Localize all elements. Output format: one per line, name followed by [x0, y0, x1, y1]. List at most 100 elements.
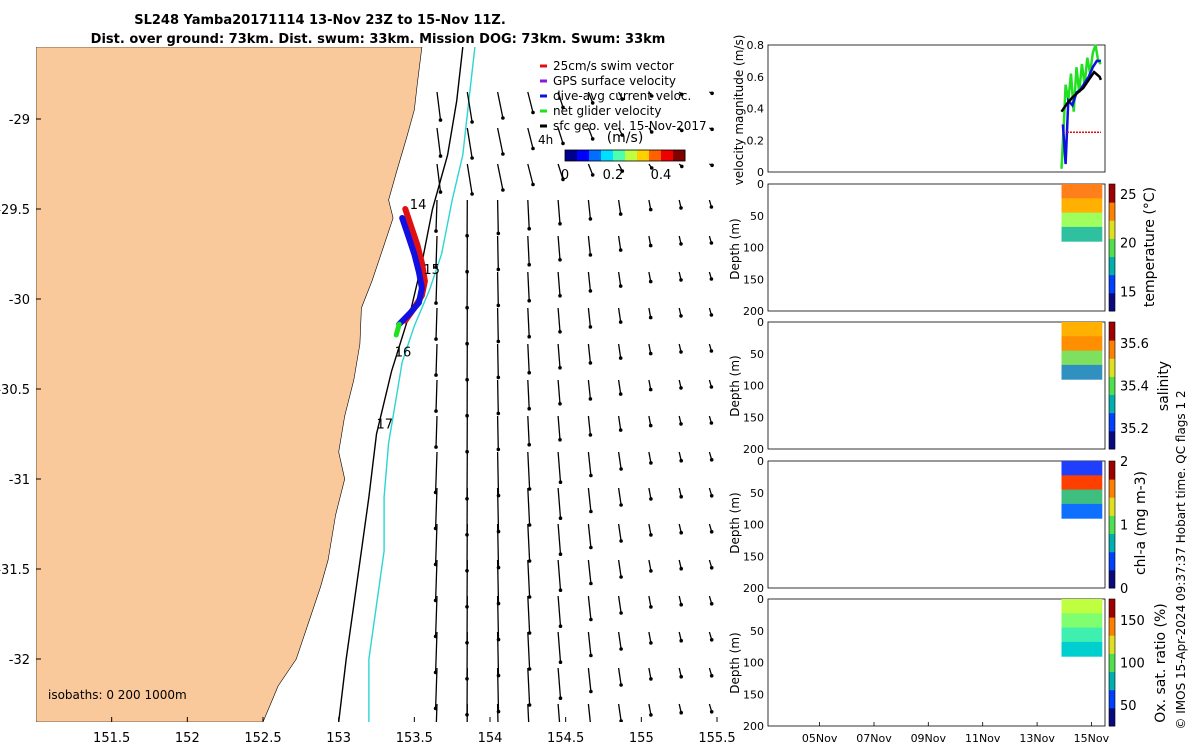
velocity-arrow-head [619, 539, 623, 543]
velocity-arrow-head [589, 546, 593, 550]
panel-y-tick-label: 100 [743, 242, 764, 255]
velocity-arrow [498, 344, 499, 377]
velocity-arrow-head [470, 192, 474, 196]
velocity-arrow-head [679, 422, 683, 426]
panel-y-tick-label: 150 [743, 550, 764, 563]
panel-colorbar-segment [1109, 497, 1115, 516]
velocity-arrow-head [589, 361, 593, 365]
velocity-arrow-head [527, 263, 531, 267]
velocity-arrow-head [589, 325, 593, 329]
velocity-arrow-head [589, 582, 593, 586]
velocity-arrow-head [619, 284, 623, 288]
panel-colorbar-tick-label: 35.2 [1120, 422, 1149, 437]
date-tick-label: 15Nov [1074, 732, 1110, 745]
velocity-arrow-head [679, 567, 683, 571]
velocity-arrow-head [497, 304, 501, 308]
day-label: 15 [423, 263, 440, 278]
velocity-arrow-head [559, 516, 563, 520]
velocity-magnitude-panel: velocity magnitude (m/s) 00.20.40.60.8 [732, 35, 1105, 186]
panel-y-tick-label: 0.8 [747, 39, 765, 52]
colorbar-segment [661, 150, 674, 161]
velocity-arrow-head [649, 208, 653, 212]
panel-frame [768, 184, 1105, 311]
velocity-arrow-head [558, 438, 562, 442]
panel-colorbar-tick-label: 35.4 [1120, 380, 1149, 395]
velocity-arrow-head [589, 474, 593, 478]
velocity-arrow-head [710, 241, 714, 245]
heatmap-band [1062, 198, 1103, 213]
heatmap-band [1062, 504, 1103, 519]
velocity-arrow-head [619, 611, 623, 615]
velocity-arrow [498, 236, 499, 269]
map-x-tick-label: 154 [478, 731, 503, 746]
panel-colorbar-segment [1109, 635, 1115, 654]
chl-ylabel: Depth (m) [728, 492, 742, 553]
velocity-arrow-head [710, 530, 714, 534]
panel-colorbar-segment [1109, 293, 1115, 312]
velocity-arrow-head [649, 641, 653, 645]
velocity-arrow-head [649, 244, 653, 248]
heatmap-band [1062, 227, 1103, 242]
velocity-arrow-head [589, 217, 593, 221]
velocity-arrow [498, 380, 499, 413]
velocity-arrow-head [589, 726, 593, 730]
panel-colorbar-segment [1109, 238, 1115, 257]
credit-line: © IMOS 15-Apr-2024 09:37:37 Hobart time.… [1174, 390, 1188, 729]
velocity-arrow-head [679, 495, 683, 499]
velocity-arrow-head [710, 566, 714, 570]
panel-y-tick-label: 50 [750, 348, 764, 361]
heatmap-band [1062, 461, 1103, 476]
velocity-arrow-head [591, 137, 595, 141]
date-tick-label: 09Nov [911, 732, 947, 745]
panel-y-tick-label: 100 [743, 380, 764, 393]
panel-y-tick-label: 0 [757, 593, 764, 606]
panel-colorbar-segment [1109, 672, 1115, 691]
panel-y-tick-label: 0.2 [747, 134, 765, 147]
date-tick-label: 05Nov [802, 732, 838, 745]
panel-y-tick-label: 0 [757, 178, 764, 191]
velocity-arrow-head [497, 448, 501, 452]
velocity-arrow-head [558, 294, 562, 298]
panel-colorbar-segment [1109, 617, 1115, 636]
velocity-arrow-head [558, 330, 562, 334]
net-glider-track [396, 324, 399, 335]
velocity-arrow [498, 308, 499, 341]
velocity-arrow-head [439, 118, 443, 122]
sal-ylabel: Depth (m) [728, 355, 742, 416]
title-line-1: SL248 Yamba20171114 13-Nov 23Z to 15-Nov… [134, 13, 506, 28]
map-x-tick-label: 155.5 [698, 731, 735, 746]
velocity-arrow-head [497, 412, 501, 416]
velocity-arrow-head [497, 268, 501, 272]
ox-ylabel: Depth (m) [728, 632, 742, 693]
velocity-arrow-head [710, 602, 714, 606]
velocity-arrow-head [434, 337, 438, 341]
velocity-arrow-head [680, 165, 684, 169]
velocity-arrow-head [679, 314, 683, 318]
panel-colorbar-segment [1109, 202, 1115, 221]
velocity-arrow-head [559, 480, 563, 484]
panel-frame [768, 322, 1105, 449]
panel-colorbar-tick-label: 100 [1120, 657, 1145, 672]
velocity-arrow-head [619, 248, 623, 252]
salinity-panel: Depth (m) salinity 05010015020035.235.43… [728, 316, 1172, 456]
map-y-tick-label: -30.5 [0, 383, 30, 398]
velocity-arrow-head [710, 494, 714, 498]
panel-colorbar-segment [1109, 461, 1115, 480]
day-label: 16 [395, 346, 412, 361]
isobath-note: isobaths: 0 200 1000m [48, 688, 187, 702]
panel-colorbar-segment [1109, 322, 1115, 341]
oxygen-panel: Depth (m) Ox. sat. ratio (%) 05010015020… [728, 593, 1169, 745]
velocity-arrow-head [649, 713, 653, 717]
temperature-panel: Depth (m) temperature (°C) 0501001502001… [728, 178, 1158, 318]
panel-y-tick-label: 150 [743, 273, 764, 286]
date-tick-label: 07Nov [856, 732, 892, 745]
panel-colorbar-segment [1109, 599, 1115, 618]
velocity-arrow-head [649, 352, 653, 356]
velocity-arrow-head [591, 173, 595, 177]
panel-colorbar-tick-label: 35.6 [1120, 337, 1149, 352]
velocity-arrow-head [434, 373, 438, 377]
velocity-arrow-head [434, 743, 438, 747]
colorbar-segment [601, 150, 614, 161]
